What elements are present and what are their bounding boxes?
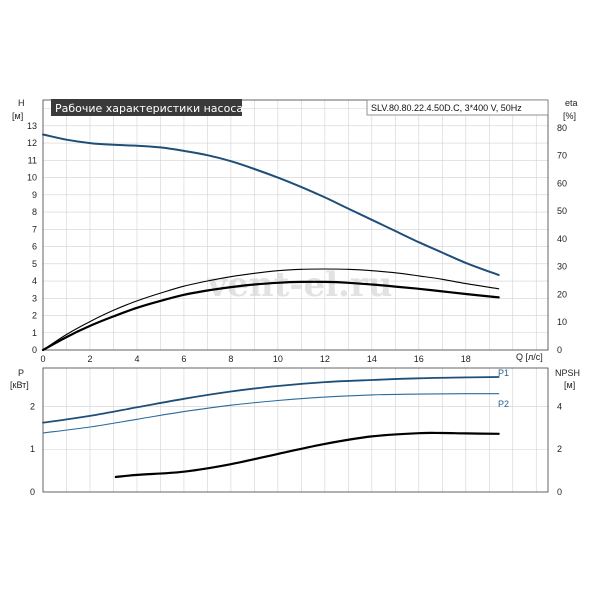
top-y-axis-unit: [м] — [12, 111, 23, 121]
efficiency-curve-lower — [41, 280, 500, 352]
bottom-y-axis-unit: [кВт] — [10, 380, 29, 390]
series-layer — [41, 133, 500, 479]
top-y2-tick-label: 20 — [557, 289, 567, 299]
bottom-y2-tick-label: 0 — [557, 487, 562, 497]
top-y2-tick-label: 10 — [557, 317, 567, 327]
bottom-y-axis-label: P — [18, 368, 24, 378]
x-tick-label: 16 — [414, 354, 424, 364]
top-y-tick-label: 4 — [32, 276, 37, 286]
top-y-tick-label: 2 — [32, 311, 37, 321]
chart-title: Рабочие характеристики насоса — [55, 102, 243, 115]
bottom-y2-tick-label: 4 — [557, 401, 562, 411]
bottom-y2-tick-label: 2 — [557, 444, 562, 454]
legend-p1: P1 — [498, 368, 509, 378]
top-y-tick-label: 3 — [32, 293, 37, 303]
p2-power-curve — [42, 393, 500, 434]
top-y-tick-label: 13 — [27, 121, 37, 131]
x-tick-label: 0 — [40, 354, 45, 364]
bottom-y-tick-label: 0 — [30, 487, 35, 497]
top-y-tick-label: 1 — [32, 328, 37, 338]
bottom-y2-axis-label: NPSH — [555, 368, 580, 378]
top-y2-tick-label: 30 — [557, 262, 567, 272]
x-tick-label: 6 — [181, 354, 186, 364]
top-y2-axis-unit: [%] — [563, 111, 576, 121]
top-y2-tick-label: 80 — [557, 123, 567, 133]
bottom-y2-axis-unit: [м] — [564, 380, 575, 390]
head-curve — [42, 133, 500, 276]
top-y-tick-label: 9 — [32, 190, 37, 200]
model-label-box — [366, 99, 549, 116]
x-tick-label: 18 — [461, 354, 471, 364]
top-y-tick-label: 0 — [32, 345, 37, 355]
top-y-tick-label: 12 — [27, 138, 37, 148]
x-tick-label: 4 — [134, 354, 139, 364]
top-y2-tick-label: 0 — [557, 345, 562, 355]
top-y-tick-label: 11 — [28, 155, 37, 165]
bottom-y-tick-label: 1 — [30, 444, 35, 454]
top-y-tick-label: 6 — [32, 242, 37, 252]
top-y2-tick-label: 70 — [557, 151, 567, 161]
top-y-tick-label: 5 — [32, 259, 37, 269]
frame-layer — [42, 99, 549, 493]
top-y2-tick-label: 60 — [557, 178, 567, 188]
x-tick-label: 12 — [320, 354, 330, 364]
x-tick-label: 8 — [228, 354, 233, 364]
plot-frame — [42, 99, 549, 351]
top-y2-tick-label: 50 — [557, 206, 567, 216]
npsh-curve — [114, 431, 500, 479]
model-label: SLV.80.80.22.4.50D.C, 3*400 V, 50Hz — [371, 103, 522, 113]
top-y-tick-label: 8 — [32, 207, 37, 217]
top-y-tick-label: 10 — [27, 173, 37, 183]
top-y-tick-label: 7 — [32, 224, 37, 234]
bottom-y-tick-label: 2 — [30, 401, 35, 411]
efficiency-curve-upper — [42, 268, 500, 351]
p1-power-curve — [42, 376, 500, 424]
watermark: vent-el.ru — [207, 265, 393, 305]
x-tick-label: 2 — [87, 354, 92, 364]
chart-title-background — [51, 99, 242, 116]
legend-p2: P2 — [498, 399, 509, 409]
x-tick-label: 14 — [367, 354, 377, 364]
top-y2-tick-label: 40 — [557, 234, 567, 244]
x-axis-label: Q [л/с] — [516, 352, 543, 362]
top-y-axis-label: H — [18, 98, 25, 108]
top-y2-axis-label: eta — [565, 98, 578, 108]
plot-frame — [42, 367, 549, 493]
x-tick-label: 10 — [273, 354, 283, 364]
